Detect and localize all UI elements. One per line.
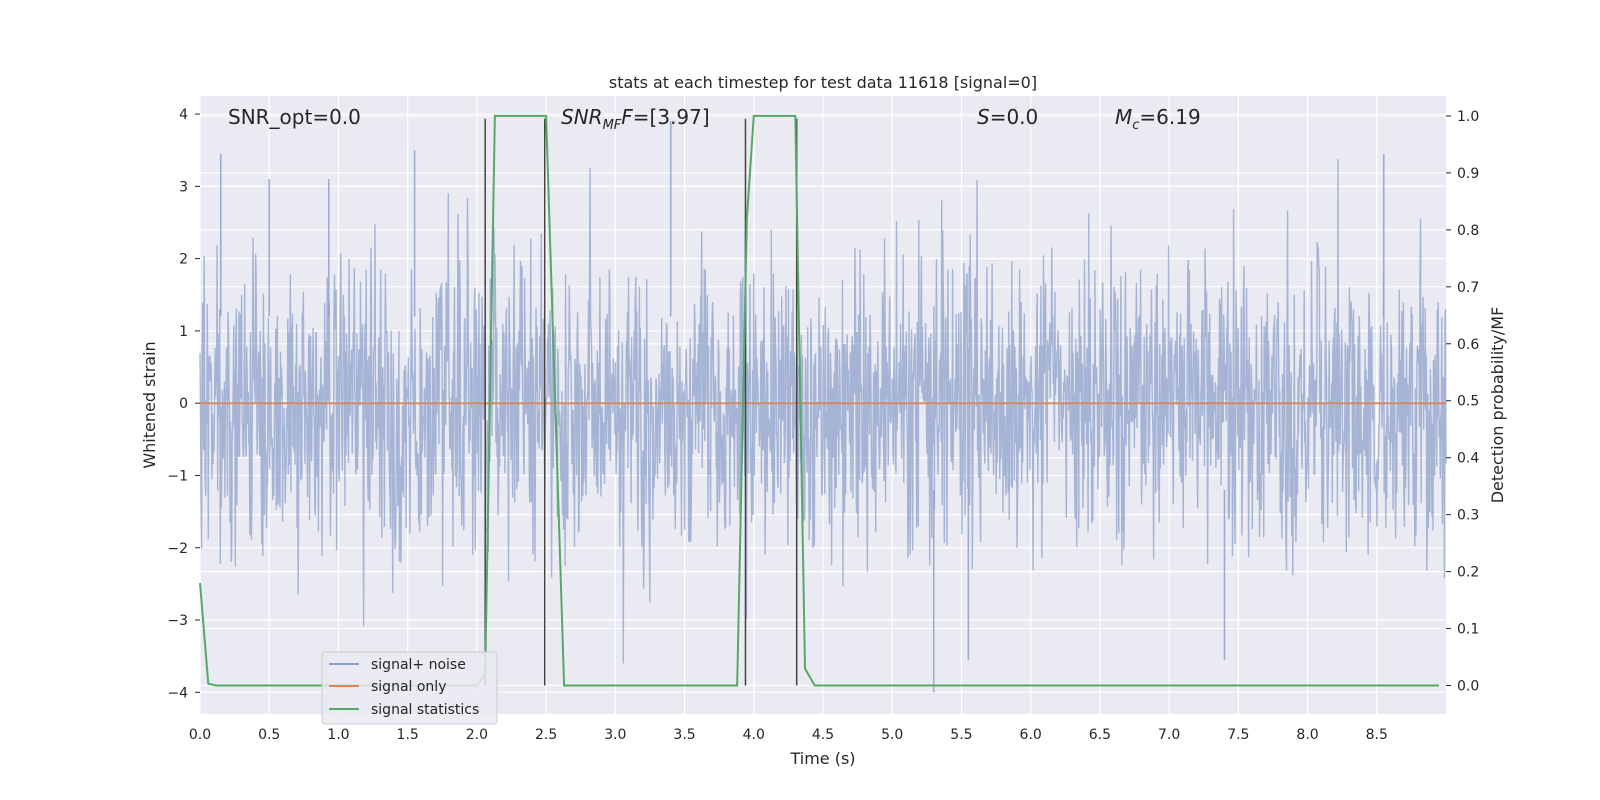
series-signal-statistics (199, 114, 1440, 687)
series-signal-noise (199, 121, 1447, 693)
legend-label-signal-noise: signal+ noise (371, 657, 466, 673)
y-right-tick-label: 0.6 (1457, 337, 1479, 353)
y-right-tick-label: 1.0 (1457, 109, 1479, 125)
x-tick-label: 2.5 (535, 727, 557, 743)
y-right-tick-label: 0.0 (1457, 679, 1479, 695)
x-axis-label: Time (s) (789, 749, 855, 768)
x-tick-label: 2.0 (466, 727, 488, 743)
mc-main: M (1115, 105, 1132, 129)
signal-statistics-line (199, 114, 1440, 687)
y-axis-label: Whitened strain (140, 341, 159, 468)
y-right-tick-label: 0.1 (1457, 622, 1479, 638)
x-tick-label: 7.0 (1158, 727, 1180, 743)
y-right-tick-label: 0.8 (1457, 223, 1479, 239)
y-tick-label: 1 (179, 324, 188, 340)
y-right-tick-label: 0.7 (1457, 280, 1479, 296)
y-tick-label: 4 (179, 107, 188, 123)
annotation-snr-mf: SNRMFF=[3.97] (561, 105, 710, 133)
x-tick-label: 5.0 (881, 727, 903, 743)
y-right-axis-ticks: 1.0 0.9 0.8 0.7 0.6 0.5 0.4 0.3 0.2 0.1 0.0 (1446, 109, 1479, 695)
y-tick-label: −3 (167, 613, 188, 629)
annotation-s: S=0.0 (977, 105, 1038, 129)
y-tick-label: −1 (167, 468, 188, 484)
y-right-tick-label: 0.2 (1457, 565, 1479, 581)
x-tick-label: 1.0 (327, 727, 349, 743)
x-tick-label: 3.5 (673, 727, 695, 743)
y-right-tick-label: 0.3 (1457, 508, 1479, 524)
y-axis-ticks: 4 3 2 1 0 −1 −2 −3 −4 (167, 107, 200, 701)
x-tick-label: 3.0 (604, 727, 626, 743)
snr-mf-sub: MF (603, 118, 622, 133)
y-right-tick-label: 0.9 (1457, 166, 1479, 182)
y-tick-label: −2 (167, 541, 188, 557)
x-tick-label: 1.5 (397, 727, 419, 743)
s-main: S (977, 105, 990, 129)
snr-mf-f: F (621, 105, 633, 129)
x-tick-label: 0.5 (258, 727, 280, 743)
snr-mf-main: SNR (561, 105, 603, 129)
noise-line (199, 158, 1447, 664)
y-tick-label: 0 (179, 396, 188, 412)
annotation-snr-opt: SNR_opt=0.0 (228, 105, 361, 129)
s-rest: =0.0 (990, 105, 1039, 129)
legend-box (321, 651, 498, 725)
mc-sub: c (1132, 118, 1139, 133)
mc-rest: =6.19 (1139, 105, 1200, 129)
x-tick-label: 6.0 (1020, 727, 1042, 743)
legend-label-signal-only: signal only (371, 679, 446, 695)
legend: signal+ noise signal only signal statist… (321, 651, 498, 725)
x-tick-label: 6.5 (1089, 727, 1111, 743)
legend-label-signal-statistics: signal statistics (371, 702, 479, 718)
x-tick-label: 8.5 (1366, 727, 1388, 743)
annotation-mc: Mc=6.19 (1115, 105, 1201, 133)
y-tick-label: 2 (179, 252, 188, 268)
snr-mf-rest: =[3.97] (633, 105, 710, 129)
y-right-tick-label: 0.4 (1457, 451, 1479, 467)
x-axis-ticks: 0.0 0.5 1.0 1.5 2.0 2.5 3.0 3.5 4.0 4.5 5.0 5.5 6.0 6… (189, 727, 1388, 743)
x-tick-label: 5.5 (950, 727, 972, 743)
y-tick-label: −4 (167, 685, 188, 701)
x-tick-label: 4.0 (743, 727, 765, 743)
chart-title: stats at each timestep for test data 116… (609, 73, 1037, 92)
x-tick-label: 0.0 (189, 727, 211, 743)
x-tick-label: 7.5 (1227, 727, 1249, 743)
x-tick-label: 8.0 (1296, 727, 1318, 743)
x-tick-label: 4.5 (812, 727, 834, 743)
y-tick-label: 3 (179, 179, 188, 195)
y-right-tick-label: 0.5 (1457, 394, 1479, 410)
y-right-axis-label: Detection probability/MF (1488, 307, 1507, 504)
